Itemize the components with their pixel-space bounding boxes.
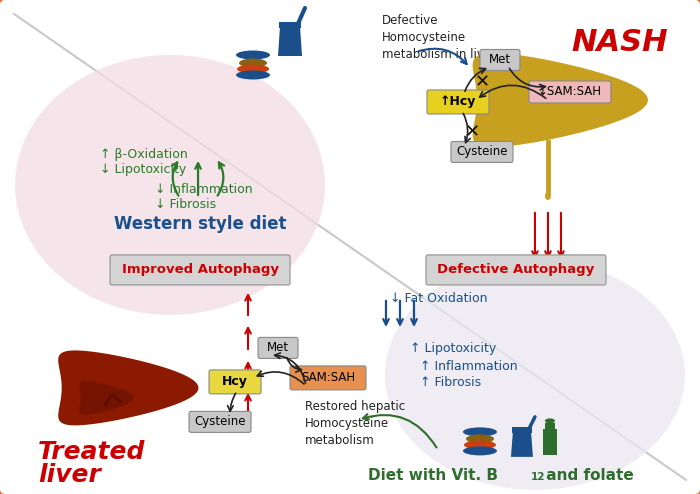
Bar: [543, 429, 557, 455]
Ellipse shape: [237, 65, 269, 74]
Ellipse shape: [15, 55, 325, 315]
FancyBboxPatch shape: [480, 49, 520, 71]
Text: ↑ Fibrosis: ↑ Fibrosis: [420, 376, 481, 389]
FancyBboxPatch shape: [427, 90, 489, 114]
Text: Western style diet: Western style diet: [114, 215, 286, 233]
Polygon shape: [511, 431, 533, 457]
Text: Defective
Homocysteine
metabolism in liver: Defective Homocysteine metabolism in liv…: [382, 14, 496, 61]
Text: Diet with Vit. B: Diet with Vit. B: [368, 468, 498, 483]
Ellipse shape: [463, 427, 497, 436]
Polygon shape: [58, 350, 198, 425]
Text: Met: Met: [489, 53, 511, 67]
Text: ↓ Fat Oxidation: ↓ Fat Oxidation: [390, 292, 487, 305]
Text: ↓ Lipotoxicity: ↓ Lipotoxicity: [100, 163, 186, 176]
Text: ↑ Lipotoxicity: ↑ Lipotoxicity: [410, 342, 496, 355]
Text: ✕: ✕: [464, 123, 480, 141]
Ellipse shape: [385, 260, 685, 490]
Ellipse shape: [239, 58, 267, 68]
FancyBboxPatch shape: [451, 141, 513, 163]
Ellipse shape: [545, 192, 551, 200]
Text: 12: 12: [531, 472, 545, 482]
Text: Met: Met: [267, 341, 289, 354]
Text: ↑ β-Oxidation: ↑ β-Oxidation: [100, 148, 188, 161]
Bar: [512, 427, 532, 433]
Ellipse shape: [466, 434, 494, 444]
Text: Hcy: Hcy: [222, 375, 248, 388]
Ellipse shape: [545, 418, 555, 423]
FancyBboxPatch shape: [426, 255, 606, 285]
Text: Cysteine: Cysteine: [456, 145, 508, 159]
FancyBboxPatch shape: [529, 81, 611, 103]
FancyBboxPatch shape: [110, 255, 290, 285]
Text: Treated: Treated: [38, 440, 146, 464]
FancyBboxPatch shape: [189, 412, 251, 432]
Polygon shape: [79, 381, 134, 414]
Polygon shape: [473, 53, 648, 147]
FancyBboxPatch shape: [290, 366, 366, 390]
Text: Cysteine: Cysteine: [195, 415, 246, 428]
FancyBboxPatch shape: [209, 370, 261, 394]
Text: ↓ Inflammation: ↓ Inflammation: [155, 183, 253, 196]
Text: and folate: and folate: [541, 468, 634, 483]
Text: Defective Autophagy: Defective Autophagy: [438, 263, 594, 277]
Polygon shape: [278, 26, 302, 56]
Text: liver: liver: [38, 463, 101, 487]
Text: ↓ Fibrosis: ↓ Fibrosis: [155, 198, 216, 211]
Text: ✕: ✕: [475, 73, 489, 91]
Ellipse shape: [464, 440, 496, 450]
Ellipse shape: [463, 447, 497, 455]
FancyBboxPatch shape: [258, 337, 298, 359]
Text: ↑ Inflammation: ↑ Inflammation: [420, 360, 517, 373]
Text: Improved Autophagy: Improved Autophagy: [122, 263, 279, 277]
Bar: [545, 423, 555, 431]
Ellipse shape: [236, 50, 270, 59]
Ellipse shape: [236, 71, 270, 80]
Bar: [279, 22, 301, 28]
Text: SAM:SAH: SAM:SAH: [301, 371, 355, 384]
Text: ↓SAM:SAH: ↓SAM:SAH: [538, 85, 602, 98]
Text: NASH: NASH: [571, 28, 668, 57]
Text: ↑Hcy: ↑Hcy: [440, 95, 476, 109]
Text: Restored hepatic
Homocysteine
metabolism: Restored hepatic Homocysteine metabolism: [305, 400, 405, 447]
